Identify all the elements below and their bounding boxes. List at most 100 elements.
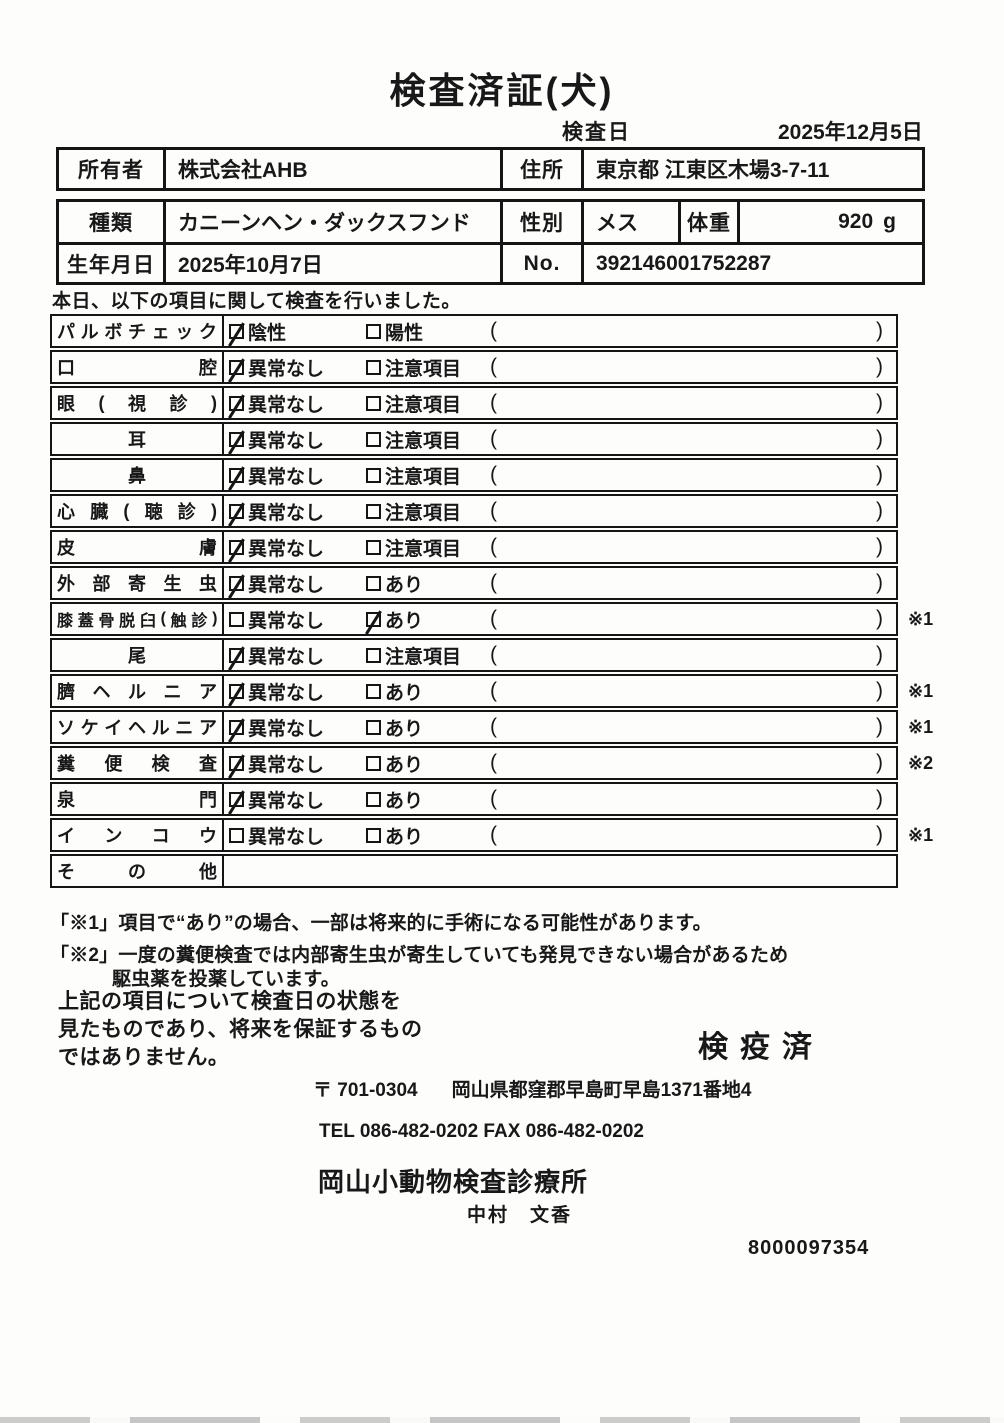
result-option: 異常なし — [229, 748, 324, 778]
result-option: あり — [366, 676, 423, 706]
checkbox-checked-icon — [229, 683, 244, 699]
result-option: 陰性 — [229, 316, 286, 346]
remarks-paren-close: ) — [876, 427, 883, 450]
label-char: 触 — [170, 613, 187, 630]
label-char: 他 — [199, 862, 217, 882]
label-char: 耳 — [128, 430, 146, 450]
label-char: パ — [57, 322, 75, 342]
label-char: 骨 — [98, 613, 114, 630]
reference-mark: ※1 — [908, 825, 934, 845]
clinic-address: 岡山県都窪郡早島町早島1371番地4 — [451, 1080, 752, 1101]
inspection-item-label: 口腔 — [52, 352, 224, 382]
birth-row: 生年月日 2025年10月7日 No. 392146001752287 — [59, 242, 922, 282]
result-option-label: 異常なし — [248, 394, 325, 416]
clinic-name: 岡山小動物検査診療所 — [318, 1167, 589, 1197]
result-option-label: あり — [385, 718, 424, 740]
checkbox-empty-icon — [366, 395, 381, 411]
inspection-item-label: パルボチェック — [52, 316, 224, 346]
label-char: 臼 — [139, 613, 156, 630]
label-char: 虫 — [199, 574, 217, 594]
inspection-item-label: 泉門 — [52, 784, 224, 814]
label-char: 皮 — [57, 538, 75, 558]
sex-label: 性別 — [500, 202, 581, 242]
label-char: 糞 — [57, 754, 75, 774]
result-option: 注意項目 — [366, 496, 461, 526]
checkbox-empty-icon — [366, 503, 381, 519]
checkbox-empty-icon — [366, 791, 381, 807]
label-char: 尾 — [128, 646, 146, 666]
label-char: 臍 — [57, 682, 75, 702]
label-char: ル — [128, 682, 146, 702]
checkbox-empty-icon — [366, 323, 381, 339]
remarks-paren-open: ( — [490, 463, 497, 486]
result-option: 注意項目 — [366, 532, 461, 562]
remarks-paren-close: ) — [876, 355, 883, 378]
result-option: 異常なし — [229, 496, 324, 526]
result-option: 異常なし — [229, 460, 324, 490]
clinic-postal-line: 〒 701-0304 岡山県都窪郡早島町早島1371番地4 — [313, 1075, 751, 1102]
label-char: 診 — [177, 502, 196, 522]
remarks-paren-close: ) — [876, 787, 883, 810]
remarks-paren-close: ) — [876, 679, 883, 702]
inspection-row: 眼 (視 診) 異常なし 注意項目 () — [50, 386, 898, 420]
label-char: ボ — [104, 322, 123, 342]
label-char: 蓋 — [77, 613, 94, 630]
inspection-item-label: 耳 — [52, 424, 224, 454]
result-option: 注意項目 — [366, 640, 461, 670]
no-value: 392146001752287 — [581, 245, 922, 282]
label-char: 脱 — [119, 613, 135, 630]
result-option: 異常なし — [229, 712, 324, 742]
reference-mark: ※1 — [908, 609, 934, 629]
label-char: ( — [160, 610, 166, 627]
inspection-row: ソケイヘルニア 異常なし あり () ※1 — [50, 710, 933, 744]
footnote-1: 「※1」項目で“あり”の場合、一部は将来的に手術になる可能性があります。 — [50, 913, 712, 934]
result-option-label: あり — [385, 790, 424, 812]
result-option-label: 異常なし — [248, 358, 325, 380]
inspection-item-label: 鼻 — [52, 460, 224, 490]
result-option: 異常なし — [229, 424, 324, 454]
checkbox-empty-icon — [366, 575, 381, 591]
result-option: 注意項目 — [366, 388, 461, 418]
inspection-row: 泉門異常なし あり() — [50, 782, 898, 816]
breed-value: カニーンヘン・ダックスフンド — [163, 202, 500, 242]
inspection-row: イ ン コ ウ 異常なし あり () ※1 — [50, 818, 933, 852]
label-char: 口 — [57, 358, 75, 378]
label-char: 診 — [191, 613, 207, 630]
remarks-paren-open: ( — [490, 823, 497, 846]
footnote-2: 「※2」一度の糞便検査では内部寄生虫が寄生していても発見できない場合があるため — [50, 945, 789, 966]
remarks-paren-open: ( — [490, 535, 497, 558]
inspection-item-label: 膝蓋骨脱臼(触診) — [52, 604, 224, 634]
result-option: 注意項目 — [366, 424, 461, 454]
remarks-paren-close: ) — [876, 535, 883, 558]
checkbox-checked-icon — [229, 467, 244, 483]
result-option-label: 異常なし — [248, 718, 325, 740]
label-char: ン — [104, 826, 123, 846]
remarks-paren-close: ) — [876, 715, 883, 738]
label-char: ル — [151, 718, 170, 738]
checkbox-checked-icon — [229, 323, 244, 339]
inspection-row: 尾 異常なし 注意項目 () — [50, 638, 898, 672]
label-char: 眼 — [57, 394, 75, 414]
checkbox-empty-icon — [366, 431, 381, 447]
label-char: 聴 — [144, 502, 163, 522]
remarks-paren-open: ( — [490, 571, 497, 594]
disclaimer-line-1: 上記の項目について検査日の状態を — [58, 990, 402, 1013]
remarks-paren-close: ) — [876, 463, 883, 486]
address-value: 東京都 江東区木場3-7-11 — [581, 150, 922, 188]
inspection-item-label: 皮膚 — [52, 532, 224, 562]
inspection-row-content: 異常なし あり () — [224, 676, 896, 706]
animal-info-table: 種類 カニーンヘン・ダックスフンド 性別 メス 体重 920 g 生年月日 20… — [56, 199, 925, 285]
label-char: ) — [210, 500, 217, 521]
label-char: ( — [123, 500, 130, 521]
inspection-row-content: 異常なし あり () — [224, 820, 896, 850]
inspection-row: 膝蓋骨脱臼(触診) 異常なし あり() ※1 — [50, 602, 933, 636]
checkbox-checked-icon — [229, 719, 244, 735]
result-option-label: 異常なし — [248, 466, 325, 488]
inspection-date-value: 2025年12月5日 — [778, 121, 923, 144]
address-label: 住所 — [500, 150, 581, 188]
result-option: あり — [366, 712, 423, 742]
result-option-label: 異常なし — [248, 790, 325, 812]
owner-row: 所有者 株式会社AHB 住所 東京都 江東区木場3-7-11 — [59, 150, 922, 188]
label-char: ) — [211, 392, 217, 413]
inspection-row-content: 異常なし あり () — [224, 712, 896, 742]
